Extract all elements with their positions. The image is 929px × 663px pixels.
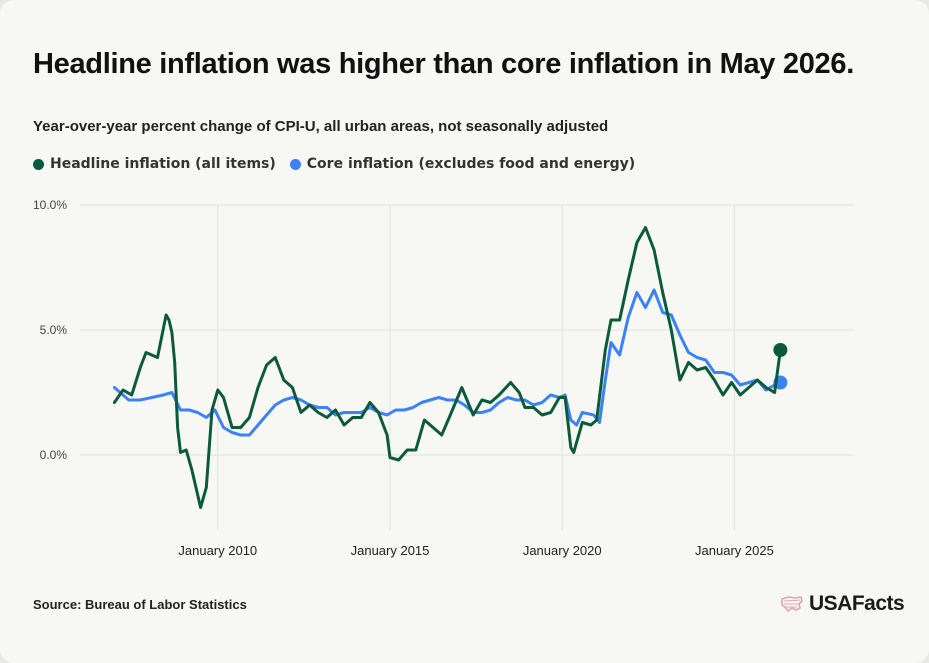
legend-marker-headline (33, 158, 44, 170)
chart-title: Headline inflation was higher than core … (33, 48, 854, 80)
logo-text: USAFacts (809, 592, 905, 615)
legend-label-headline: Headline inflation (all items) (50, 156, 276, 172)
y-tick-label: 0.0% (40, 448, 68, 462)
x-tick-label: January 2025 (695, 543, 774, 558)
legend-marker-core (289, 158, 301, 170)
x-tick-label: January 2020 (523, 543, 602, 558)
series-line-core (112, 288, 782, 437)
series-endpoint-headline (773, 343, 788, 357)
y-tick-label: 5.0% (40, 323, 68, 337)
source-note: Source: Bureau of Labor Statistics (33, 597, 247, 612)
series-line-headline (112, 226, 782, 509)
legend-label-core: Core inflation (excludes food and energy… (306, 156, 636, 172)
x-tick-label: January 2015 (351, 543, 430, 558)
x-tick-label: January 2010 (178, 543, 257, 558)
chart-legend: Headline inflation (all items) Core infl… (33, 156, 635, 172)
usa-flag-icon (781, 596, 803, 612)
chart-subtitle: Year-over-year percent change of CPI-U, … (33, 118, 609, 135)
usafacts-logo: USAFacts (780, 592, 905, 616)
y-tick-label: 10.0% (33, 198, 67, 212)
legend-item-headline: Headline inflation (all items) (33, 156, 276, 172)
legend-item-core: Core inflation (excludes food and energy… (289, 156, 636, 172)
